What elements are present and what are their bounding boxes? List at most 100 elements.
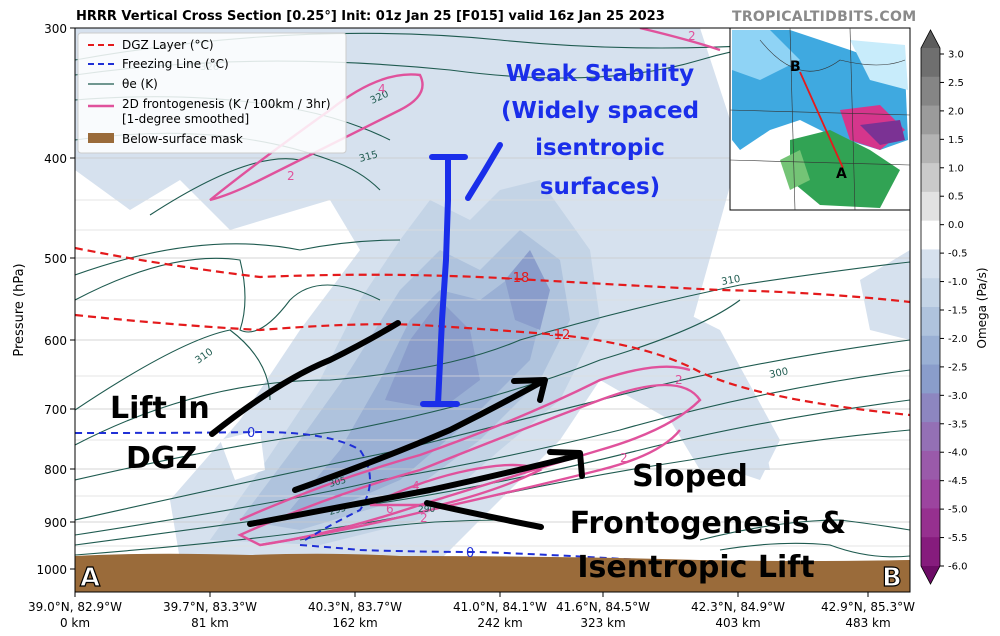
stability-pointer [465, 142, 503, 201]
weak-stability-line1: Weak Stability [506, 61, 694, 87]
x-tick-dist: 162 km [332, 616, 377, 630]
legend-label-freezing: Freezing Line (°C) [122, 57, 229, 71]
theta-e-label: 310 [721, 274, 742, 288]
inset-label-a: A [836, 166, 847, 182]
below-surface-mask [75, 553, 910, 592]
fronto-label: 2 [688, 29, 696, 43]
legend-label-frontogenesis: 2D frontogenesis (K / 100km / 3hr) [122, 97, 331, 111]
omega-field-strong-3 [505, 250, 550, 330]
brand-watermark: TROPICALTIDBITS.COM [732, 9, 917, 25]
x-tick-dist: 81 km [191, 616, 229, 630]
y-axis: 300 400 500 600 700 800 900 1000 Pressur… [12, 22, 75, 577]
fronto-label: 2 [287, 169, 295, 183]
frontogenesis-contours [209, 28, 721, 547]
lift-dgz-line2: DGZ [126, 441, 197, 476]
freezing-label: 0 [247, 426, 255, 441]
inset-section-line [799, 71, 844, 169]
inset-map: B A [729, 27, 911, 211]
legend: DGZ Layer (°C) Freezing Line (°C) θe (K)… [77, 32, 347, 154]
plot-frame [74, 27, 911, 593]
theta-e-label: 300 [768, 366, 789, 381]
y-tick-label: 900 [44, 516, 67, 530]
x-tick-lat: 39.7°N, 83.3°W [163, 600, 257, 614]
omega-field-white [220, 430, 265, 480]
x-tick-dist: 483 km [845, 616, 890, 630]
dgz-line-12 [75, 313, 910, 417]
isentropic-arrow-upper [292, 377, 548, 493]
x-tick-lat: 39.0°N, 82.9°W [28, 600, 122, 614]
x-tick-lat: 42.9°N, 85.3°W [821, 600, 915, 614]
y-tick-label: 400 [44, 152, 67, 166]
theta-e-label: 290 [418, 505, 435, 515]
freezing-line-upper [75, 430, 371, 541]
isentropic-arrow-lower [247, 449, 585, 527]
fronto-label: 2 [420, 511, 428, 525]
sloped-line3: Isentropic Lift [577, 550, 814, 585]
fronto-line [369, 463, 543, 507]
lift-dgz-line [209, 320, 401, 437]
fronto-line [239, 365, 691, 522]
fronto-line [639, 28, 721, 52]
theta-e-line [75, 329, 271, 411]
lift-dgz-line1: Lift In [110, 391, 210, 426]
stability-bracket [420, 154, 468, 407]
dgz-label: -18 [508, 271, 529, 286]
omega-field-white-2 [250, 250, 310, 320]
fronto-label: 2 [620, 451, 628, 465]
legend-label-dgz: DGZ Layer (°C) [122, 38, 214, 52]
x-tick-lat: 40.3°N, 83.7°W [308, 600, 402, 614]
weak-stability-line2: (Widely spaced [501, 98, 699, 124]
fronto-label: 6 [386, 502, 394, 516]
fronto-label: 2 [675, 373, 683, 387]
theta-e-line [699, 519, 910, 541]
x-tick-dist: 323 km [580, 616, 625, 630]
y-tick-label: 300 [44, 22, 67, 36]
theta-e-label: 315 [358, 149, 379, 165]
inset-rain-light [780, 150, 810, 190]
endpoint-a-label: A [80, 563, 100, 593]
theta-e-line [149, 158, 301, 216]
x-tick-lat: 42.3°N, 84.9°W [691, 600, 785, 614]
dgz-line-18 [75, 246, 910, 304]
x-tick-dist: 242 km [477, 616, 522, 630]
y-tick-label: 500 [44, 252, 67, 266]
x-tick-dist: 403 km [715, 616, 760, 630]
omega-field-light-3 [860, 250, 910, 340]
dgz-label: -12 [549, 328, 570, 343]
dgz-layer [75, 246, 910, 417]
theta-e-line [75, 429, 910, 556]
x-axis: 39.0°N, 82.9°W 0 km 39.7°N, 83.3°W 81 km… [28, 592, 915, 630]
inset-label-b: B [790, 59, 801, 75]
omega-field-light-2 [660, 300, 780, 480]
inset-rain-zone [790, 130, 900, 208]
legend-label-theta-e: θe (K) [122, 77, 158, 91]
x-tick-lat: 41.0°N, 84.1°W [453, 600, 547, 614]
theta-e-line [719, 542, 910, 558]
annotations-drawn [209, 142, 585, 530]
y-tick-label: 1000 [36, 563, 67, 577]
legend-swatch-mask [88, 133, 114, 143]
sloped-line1: Sloped [632, 459, 748, 494]
y-tick-label: 700 [44, 403, 67, 417]
freezing-label: 0 [466, 546, 474, 561]
fronto-line [259, 429, 681, 547]
sloped-line2: Frontogenesis & [570, 506, 846, 541]
weak-stability-line3: isentropic [535, 135, 665, 161]
y-axis-label: Pressure (hPa) [12, 263, 27, 356]
legend-label-frontogenesis-2: [1-degree smoothed] [122, 112, 249, 126]
weak-stability-line4: surfaces) [540, 174, 660, 200]
theta-e-line [75, 239, 401, 276]
sloped-pointer [424, 500, 544, 530]
legend-frame [77, 32, 347, 154]
x-tick-lat: 41.6°N, 84.5°W [556, 600, 650, 614]
inset-snow-light [732, 30, 800, 80]
y-tick-label: 600 [44, 334, 67, 348]
chart-title: HRRR Vertical Cross Section [0.25°] Init… [76, 9, 665, 24]
inset-ice-zone [860, 120, 905, 145]
theta-e-line [299, 519, 501, 541]
legend-label-mask: Below-surface mask [122, 132, 243, 146]
endpoint-b-label: B [882, 563, 902, 593]
fronto-label: 4 [412, 479, 420, 493]
y-tick-label: 800 [44, 463, 67, 477]
